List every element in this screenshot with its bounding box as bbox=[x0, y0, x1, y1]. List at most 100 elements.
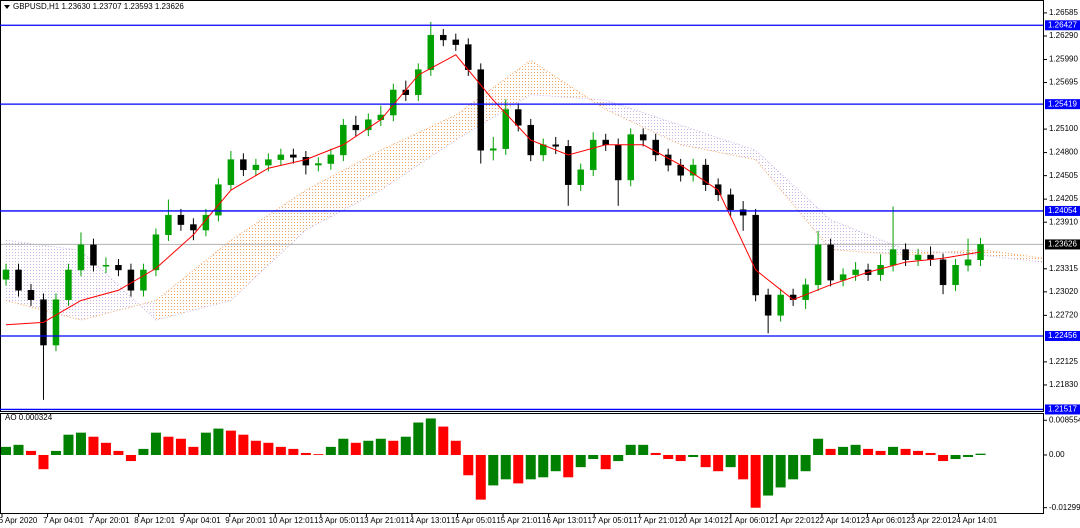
ao-bar bbox=[513, 454, 524, 484]
x-tick-label: 24 Apr 14:01 bbox=[952, 516, 998, 525]
price-plot bbox=[1, 21, 1043, 400]
ao-bar bbox=[763, 454, 774, 496]
cloud-segment bbox=[980, 249, 1043, 263]
level-label-bg bbox=[1045, 205, 1080, 216]
candle-body bbox=[889, 249, 897, 266]
candle-body bbox=[252, 164, 260, 171]
x-tick-label: 13 Apr 05:01 bbox=[314, 516, 360, 525]
level-label: 1.22456 bbox=[1048, 331, 1077, 340]
ao-bar bbox=[300, 452, 311, 455]
x-tick-label: 9 Apr 04:01 bbox=[180, 516, 221, 525]
x-tick-label: 15 Apr 21:01 bbox=[496, 516, 542, 525]
x-tick-label: 10 Apr 12:01 bbox=[269, 516, 315, 525]
ao-bar bbox=[125, 454, 136, 462]
candle-body bbox=[240, 159, 247, 171]
ao-bar bbox=[363, 440, 374, 455]
ao-bar bbox=[788, 454, 799, 480]
ao-bar bbox=[450, 440, 461, 455]
level-label-bg bbox=[1045, 20, 1080, 31]
ao-bar bbox=[425, 418, 436, 455]
candle-body bbox=[939, 259, 947, 286]
ao-bar bbox=[50, 450, 61, 455]
ao-bar bbox=[963, 454, 974, 458]
level-label: 1.26427 bbox=[1048, 20, 1077, 29]
ao-bar bbox=[888, 446, 899, 455]
menu-arrow[interactable] bbox=[4, 5, 10, 9]
ao-bar bbox=[325, 446, 336, 455]
candle-body bbox=[952, 264, 959, 286]
ao-bar bbox=[263, 442, 274, 455]
ao-bar bbox=[188, 446, 199, 455]
ao-bar bbox=[200, 432, 211, 455]
candle-body bbox=[65, 269, 72, 300]
last-price-label-bg bbox=[1045, 239, 1080, 250]
x-tick-label: 20 Apr 14:01 bbox=[679, 516, 725, 525]
ao-bar bbox=[138, 448, 149, 455]
ao-bar bbox=[475, 454, 486, 500]
y-tick-label: 1.26290 bbox=[1049, 31, 1078, 40]
y-tick-label: 1.21830 bbox=[1049, 380, 1078, 389]
ao-bar bbox=[938, 454, 949, 462]
ao-bar bbox=[925, 452, 936, 455]
candle-body bbox=[165, 214, 172, 235]
moving-average bbox=[5, 54, 981, 326]
candle-body bbox=[190, 224, 197, 231]
cloud-segment bbox=[905, 249, 981, 256]
cloud-segment bbox=[680, 125, 756, 160]
y-tick-label: 1.25100 bbox=[1049, 124, 1078, 133]
ao-bar bbox=[113, 450, 124, 455]
candle-body bbox=[802, 284, 809, 300]
ao-bar bbox=[150, 432, 161, 455]
ao-bar bbox=[213, 428, 224, 455]
ao-bar bbox=[625, 444, 636, 455]
candle-body bbox=[177, 214, 185, 225]
ao-bar bbox=[863, 448, 874, 455]
ao-tick-label: -0.01299 bbox=[1049, 503, 1080, 512]
candle-body bbox=[277, 154, 285, 160]
cloud-segment bbox=[605, 100, 681, 145]
ao-bar bbox=[725, 454, 736, 468]
candle-body bbox=[127, 269, 135, 291]
candle-body bbox=[290, 154, 297, 158]
x-tick-label: 21 Apr 22:01 bbox=[770, 516, 816, 525]
ao-bar bbox=[588, 454, 599, 460]
x-tick-label: 9 Apr 20:01 bbox=[225, 516, 266, 525]
level-label-bg bbox=[1045, 99, 1080, 110]
candle-body bbox=[852, 269, 859, 275]
cloud-segment bbox=[830, 219, 906, 256]
candle-body bbox=[727, 194, 734, 210]
ao-bar bbox=[338, 438, 349, 455]
ao-bar bbox=[375, 438, 386, 455]
x-tick-label: 14 Apr 13:01 bbox=[405, 516, 451, 525]
candle-body bbox=[302, 157, 310, 166]
cloud-segment bbox=[755, 150, 831, 250]
ao-bar bbox=[225, 430, 236, 455]
ao-bar bbox=[463, 454, 474, 476]
ao-bar bbox=[825, 448, 836, 455]
x-tick-label: 13 Apr 21:01 bbox=[360, 516, 406, 525]
ao-bar bbox=[0, 446, 11, 455]
ao-bar bbox=[238, 434, 249, 455]
ao-bar bbox=[538, 454, 549, 478]
ao-bar bbox=[663, 454, 674, 460]
candle-body bbox=[689, 164, 697, 176]
ao-bar bbox=[413, 422, 424, 455]
chart-title: GBPUSD,H1 1.23630 1.23707 1.23593 1.2362… bbox=[13, 2, 184, 11]
candle-body bbox=[552, 144, 559, 147]
candle-body bbox=[502, 109, 510, 149]
cloud-segment bbox=[155, 240, 231, 321]
ao-bar bbox=[838, 446, 849, 455]
candle-body bbox=[914, 254, 922, 261]
candle-body bbox=[27, 290, 35, 300]
candle-body bbox=[577, 169, 584, 185]
candle-body bbox=[327, 154, 335, 164]
cloud-segment bbox=[380, 115, 456, 191]
x-tick-label: 23 Apr 22:01 bbox=[906, 516, 952, 525]
ao-bar bbox=[575, 454, 586, 468]
y-tick-label: 1.25695 bbox=[1049, 78, 1078, 87]
candle-body bbox=[515, 109, 522, 126]
candle-body bbox=[52, 299, 60, 346]
level-label-bg bbox=[1045, 404, 1080, 415]
ao-bar bbox=[500, 454, 511, 480]
ao-bar bbox=[250, 440, 261, 455]
